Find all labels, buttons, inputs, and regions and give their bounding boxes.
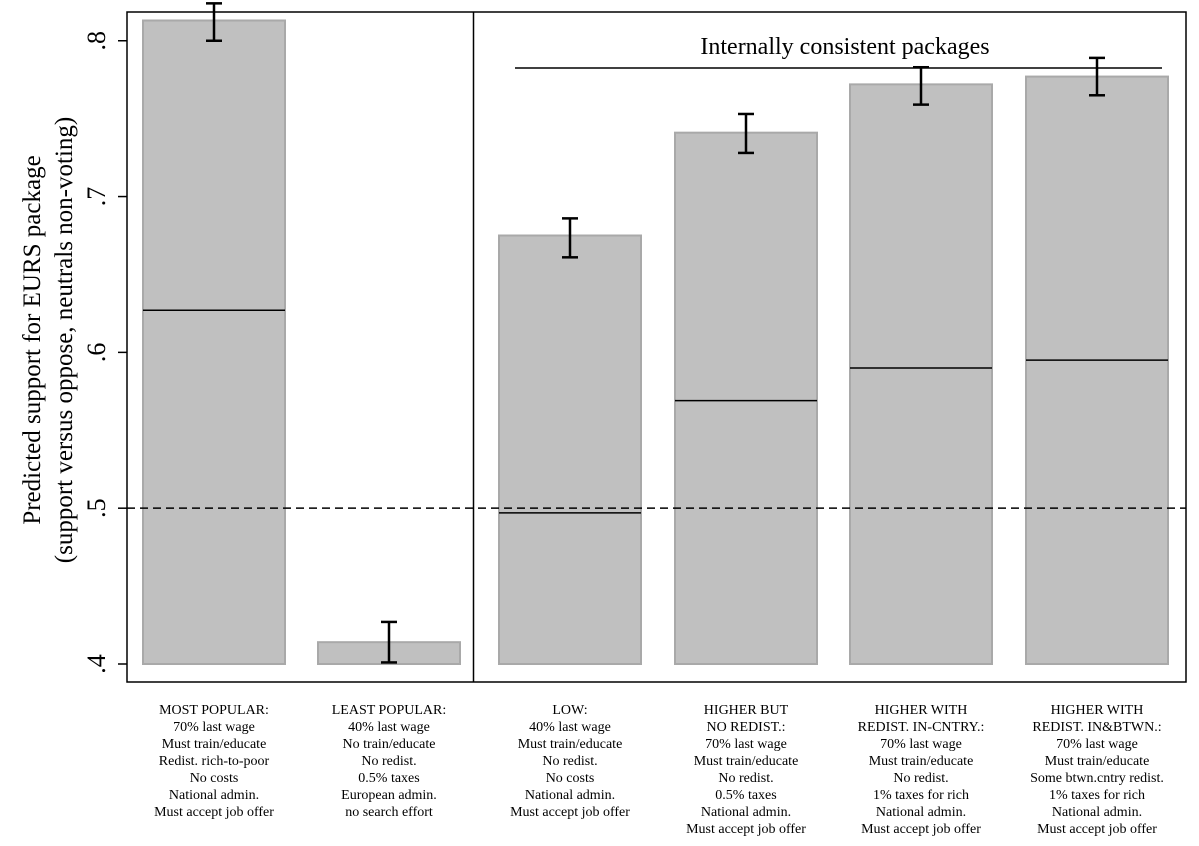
y-axis-label-line2: (support versus oppose, neutrals non-vot… [51,117,78,563]
category-label-line: HIGHER WITH [1051,703,1144,718]
category-label-line: Must train/educate [869,754,974,769]
category-label-line: REDIST. IN-CNTRY.: [858,720,985,735]
category-label: HIGHER BUT NO REDIST.: 70% last wage Must t… [686,703,806,837]
category-label-line: Must train/educate [518,737,623,752]
category-label-line: NO REDIST.: [706,720,785,735]
bar [849,83,993,666]
category-label-line: Some btwn.cntry redist. [1030,771,1164,786]
category-label-line: 40% last wage [529,720,611,735]
category-label-line: LOW: [552,703,587,718]
category-label-line: 1% taxes for rich [873,788,969,803]
plot-area: .4 .5 .6 .7 .8 [82,2,1187,683]
category-label: HIGHER WITH REDIST. IN-CNTRY.: 70% last wa… [858,703,985,837]
category-label-line: HIGHER WITH [875,703,968,718]
category-label-line: No costs [546,771,595,786]
category-label-line: LEAST POPULAR: [332,703,446,718]
category-label-line: Redist. rich-to-poor [159,754,270,769]
category-label: MOST POPULAR: 70% last wage Must train/edu… [154,703,274,820]
category-label-line: National admin. [525,788,615,803]
bar [1025,75,1169,665]
category-label-line: MOST POPULAR: [159,703,269,718]
category-labels: MOST POPULAR: 70% last wage Must train/edu… [154,703,1164,837]
category-label-line: 40% last wage [348,720,430,735]
category-label-line: Must train/educate [162,737,267,752]
category-label-line: 70% last wage [173,720,255,735]
category-label-line: 70% last wage [1056,737,1138,752]
y-tick-label: .4 [82,654,111,674]
category-label-line: Must accept job offer [1037,822,1157,837]
category-label-line: No costs [190,771,239,786]
category-label-line: no search effort [345,805,433,820]
category-label-line: 70% last wage [880,737,962,752]
category-label-line: Must accept job offer [686,822,806,837]
category-label: HIGHER WITH REDIST. IN&BTWN.: 70% last wag… [1030,703,1164,837]
category-label-line: 0.5% taxes [358,771,419,786]
category-label-line: No redist. [718,771,773,786]
panel-title: Internally consistent packages [700,34,989,60]
category-label-line: No redist. [542,754,597,769]
category-label-line: No redist. [893,771,948,786]
category-label-line: 70% last wage [705,737,787,752]
category-label-line: National admin. [1052,805,1142,820]
category-label-line: Must train/educate [694,754,799,769]
category-label-line: Must accept job offer [154,805,274,820]
category-label-line: REDIST. IN&BTWN.: [1032,720,1161,735]
category-label-line: 1% taxes for rich [1049,788,1145,803]
category-label-line: National admin. [701,805,791,820]
category-label-line: National admin. [876,805,966,820]
bar [498,234,642,665]
category-label-line: No train/educate [343,737,436,752]
category-label-line: No redist. [361,754,416,769]
category-label-line: European admin. [341,788,437,803]
y-tick-label: .8 [82,31,111,51]
y-tick-label: .5 [82,498,111,518]
y-tick-label: .7 [82,187,111,207]
category-label-line: Must train/educate [1045,754,1150,769]
bar [142,19,286,666]
category-label: LOW: 40% last wage Must train/educate No re… [510,703,630,820]
category-label-line: HIGHER BUT [704,703,789,718]
y-axis-label: Predicted support for EURS package (supp… [19,117,78,563]
category-label-line: National admin. [169,788,259,803]
y-axis-label-line1: Predicted support for EURS package [19,155,46,524]
category-label: LEAST POPULAR: 40% last wage No train/educ… [332,703,446,820]
category-label-line: 0.5% taxes [715,788,776,803]
plot-frame [126,11,1187,683]
bar [674,131,818,665]
category-label-line: Must accept job offer [510,805,630,820]
category-label-line: Must accept job offer [861,822,981,837]
y-tick-label: .6 [82,343,111,363]
